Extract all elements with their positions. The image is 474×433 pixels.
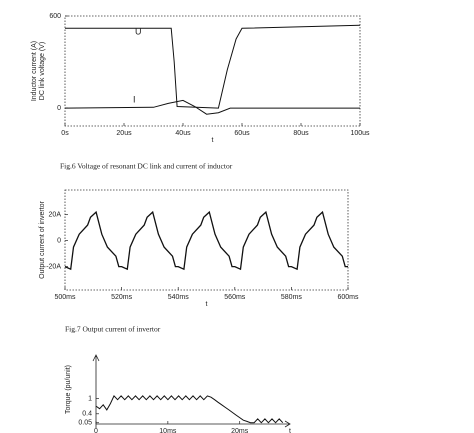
x-tick-label: 60us <box>234 130 250 137</box>
x-tick-label: 600ms <box>337 294 359 301</box>
y-axis <box>92 354 100 428</box>
figure-caption: Fig.6 Voltage of resonant DC link and cu… <box>60 162 233 171</box>
x-tick-label: 0s <box>61 130 69 137</box>
x-tick-label: 500ms <box>54 294 76 301</box>
series-name: I <box>133 94 136 104</box>
y-tick-label: 0 <box>57 237 61 244</box>
series-line <box>65 24 361 109</box>
x-axis-label: t <box>206 301 208 308</box>
x-tick-label: 20ms <box>231 428 249 433</box>
y-axis-label: Output current of invertor <box>39 200 46 278</box>
y-tick-label: -20A <box>46 263 61 270</box>
y-tick-label: 0.05 <box>78 420 92 427</box>
y-axis-label: Inductor current (A) <box>31 41 38 101</box>
series-line <box>95 395 284 424</box>
series-line <box>64 99 360 115</box>
series-line <box>64 210 348 271</box>
plot-frame <box>64 15 361 127</box>
x-tick-label: 0 <box>94 428 98 433</box>
series-name: U <box>135 26 142 36</box>
x-tick-label: 540ms <box>168 294 190 301</box>
figure-caption: Fig.7 Output current of invertor <box>65 325 161 334</box>
x-axis-label: t <box>289 428 291 433</box>
x-tick-label: 520ms <box>111 294 133 301</box>
x-tick-label: 20us <box>116 130 132 137</box>
y-tick-label: 20A <box>49 212 62 219</box>
y-axis-label: DC link voltage (V) <box>39 42 46 100</box>
y-tick-label: 0 <box>57 105 61 112</box>
y-tick-label: 600 <box>49 13 61 20</box>
x-axis-label: t <box>212 137 214 144</box>
x-tick-label: 40us <box>175 130 191 137</box>
x-tick-label: 80us <box>293 130 309 137</box>
x-axis <box>96 420 291 428</box>
x-tick-label: 580ms <box>281 294 303 301</box>
x-tick-label: 100us <box>350 130 370 137</box>
y-axis-label: Torque (pu/unit) <box>65 365 72 414</box>
plot-frame <box>64 189 349 291</box>
x-tick-label: 10ms <box>159 428 177 433</box>
x-tick-label: 560ms <box>224 294 246 301</box>
y-tick-label: 1 <box>88 395 92 402</box>
y-tick-label: 0.4 <box>82 411 92 418</box>
